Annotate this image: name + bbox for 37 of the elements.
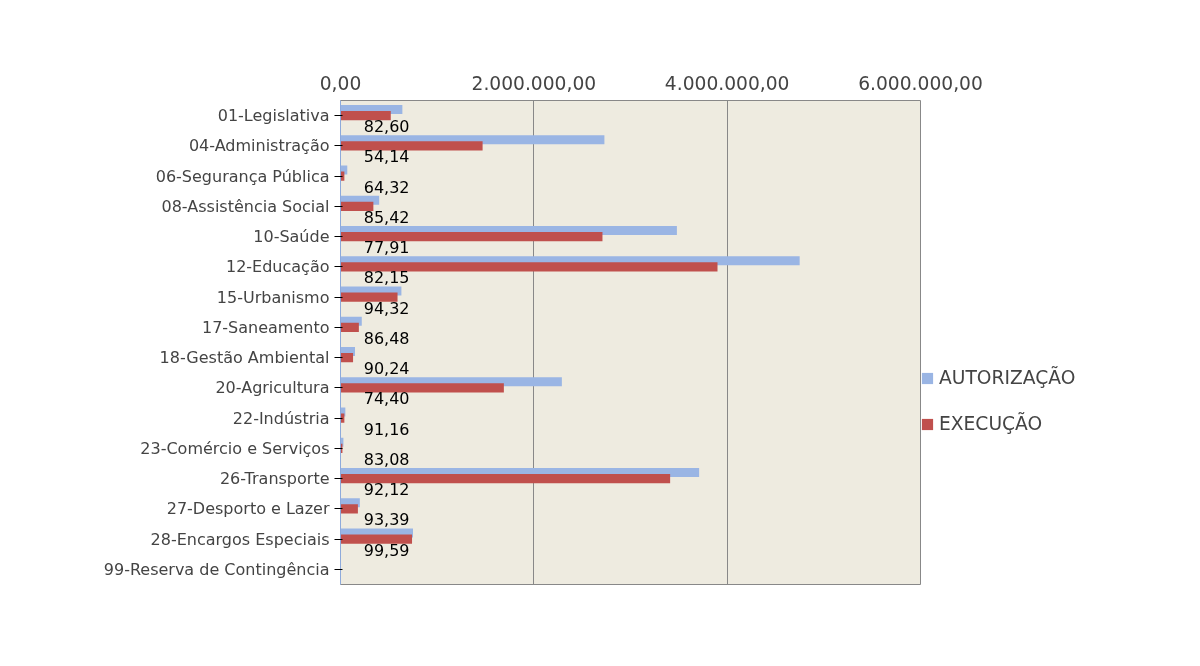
x-tick-label: 6.000.000,00 [858, 72, 983, 94]
annotation: 90,24 [363, 359, 410, 379]
annotation: 94,32 [363, 298, 410, 318]
annotation: 64,32 [363, 177, 410, 197]
annotation: 82,60 [363, 117, 410, 137]
y-tick-label: 23-Comércio e Serviços [140, 438, 330, 458]
y-tick-label: 06-Segurança Pública [155, 166, 330, 186]
annotation: 82,15 [363, 268, 410, 288]
y-tick-label: 01-Legislativa [217, 106, 330, 126]
x-tick-label: 2.000.000,00 [471, 72, 597, 94]
y-tick-label: 12-Educação [225, 257, 330, 277]
annotation: 91,16 [363, 419, 410, 439]
annotation: 92,12 [363, 480, 410, 500]
y-tick-label: 27-Desporto e Lazer [166, 499, 330, 519]
annotation: 74,40 [363, 389, 410, 409]
annotation: 99,59 [363, 540, 410, 560]
legend-label: EXECUÇÃO [939, 413, 1043, 434]
annotation: 93,39 [363, 510, 410, 530]
legend-label: AUTORIZAÇÃO [939, 367, 1076, 388]
annotation: 77,91 [363, 238, 410, 258]
annotation: 86,48 [363, 328, 410, 348]
y-tick-label: 26-Transporte [219, 469, 330, 489]
y-tick-label: 18-Gestão Ambiental [159, 348, 330, 368]
annotation: 54,14 [363, 147, 410, 167]
y-tick-label: 10-Saúde [253, 227, 330, 247]
y-tick-label: 99-Reserva de Contingência [103, 559, 330, 579]
y-tick-label: 20-Agricultura [215, 378, 330, 398]
y-tick-label: 17-Saneamento [201, 317, 330, 337]
annotation: 85,42 [363, 207, 410, 227]
x-tick-label: 0,00 [319, 72, 362, 94]
annotation: 83,08 [363, 449, 410, 469]
y-tick-label: 22-Indústria [232, 408, 330, 428]
y-tick-label: 15-Urbanismo [216, 287, 330, 307]
x-tick-label: 4.000.000,00 [664, 72, 790, 94]
y-tick-label: 04-Administração [188, 136, 330, 156]
y-tick-label: 28-Encargos Especiais [150, 529, 330, 549]
y-tick-label: 08-Assistência Social [161, 196, 330, 216]
